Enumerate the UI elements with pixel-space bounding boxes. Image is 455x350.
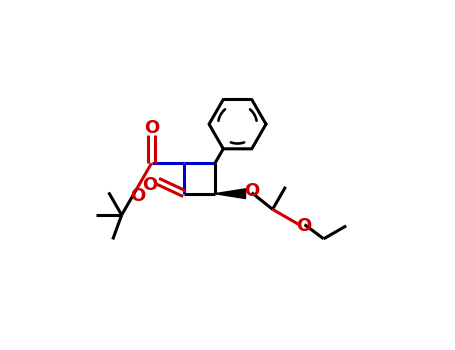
Text: O: O xyxy=(144,119,159,137)
Text: O: O xyxy=(244,182,259,200)
Text: O: O xyxy=(296,217,312,235)
Text: O: O xyxy=(142,176,158,194)
Polygon shape xyxy=(215,189,246,198)
Text: O: O xyxy=(130,187,145,205)
